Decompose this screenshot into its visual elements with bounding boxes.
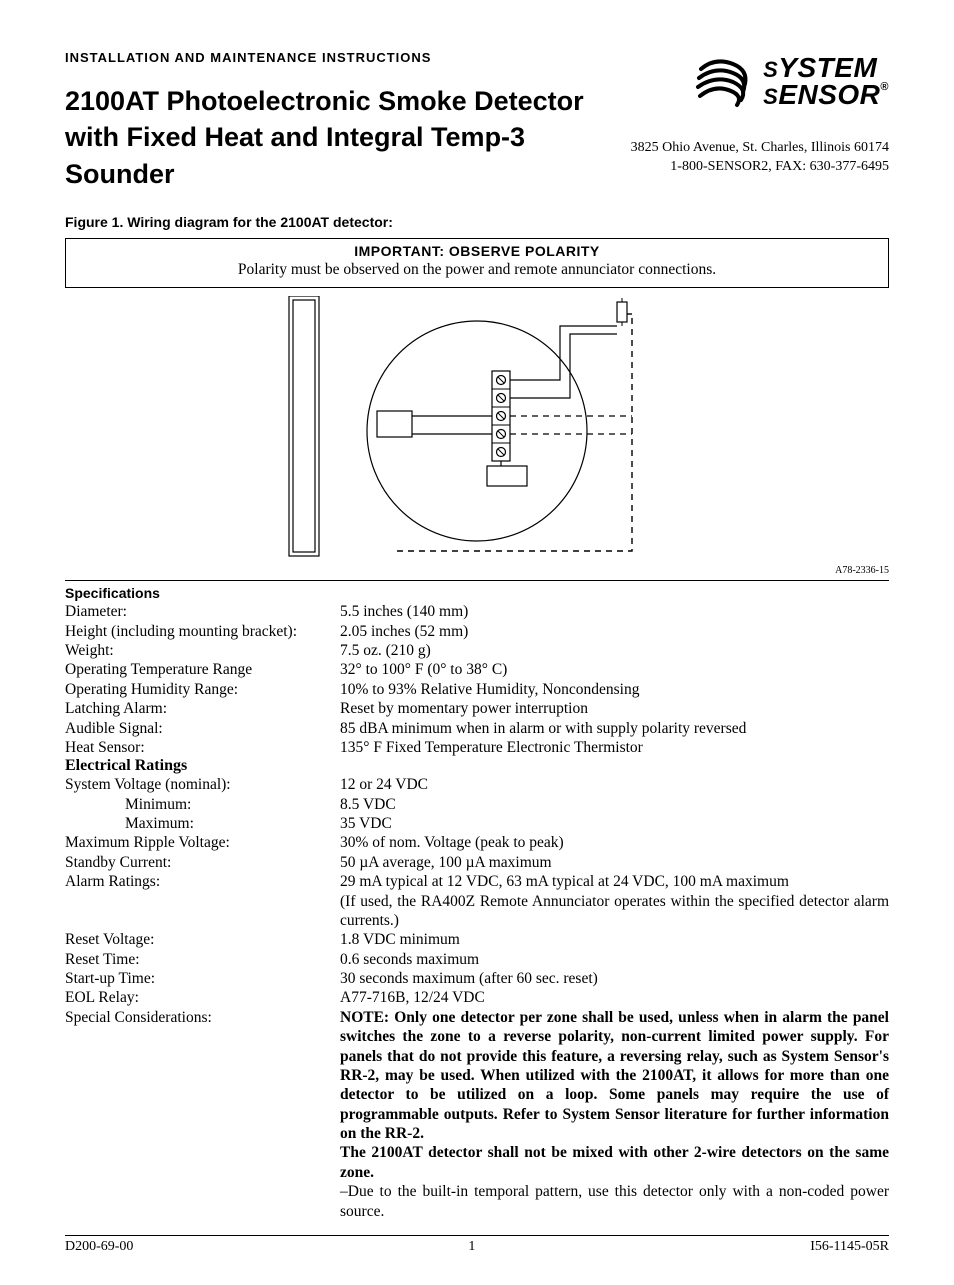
spec-label: Heat Sensor: <box>65 738 340 757</box>
spec-label: Weight: <box>65 641 340 660</box>
spec-row: Weight:7.5 oz. (210 g) <box>65 641 889 660</box>
special-note-2: The 2100AT detector shall not be mixed w… <box>340 1143 889 1182</box>
spec-value: 10% to 93% Relative Humidity, Noncondens… <box>340 680 889 699</box>
spec-row: Maximum Ripple Voltage:30% of nom. Volta… <box>65 833 889 852</box>
spec-label: Standby Current: <box>65 853 340 872</box>
spec-value: 32° to 100° F (0° to 38° C) <box>340 660 889 679</box>
spec-label: Reset Time: <box>65 950 340 969</box>
spec-value: 35 VDC <box>340 814 889 833</box>
address-line-1: 3825 Ohio Avenue, St. Charles, Illinois … <box>631 139 889 158</box>
spec-value: 2.05 inches (52 mm) <box>340 622 889 641</box>
special-considerations: Special Considerations: NOTE: Only one d… <box>65 1008 889 1221</box>
spec-row: Reset Time:0.6 seconds maximum <box>65 950 889 969</box>
spec-label: Operating Humidity Range: <box>65 680 340 699</box>
spec-row: Alarm Ratings:29 mA typical at 12 VDC, 6… <box>65 872 889 891</box>
spec-value: 50 µA average, 100 µA maximum <box>340 853 889 872</box>
wiring-diagram <box>65 296 889 561</box>
special-note-3: –Due to the built-in temporal pattern, u… <box>340 1182 889 1221</box>
spec-value: 1.8 VDC minimum <box>340 930 889 949</box>
spec-label: Maximum Ripple Voltage: <box>65 833 340 852</box>
spec-value: 30 seconds maximum (after 60 sec. reset) <box>340 969 889 988</box>
spec-label: Latching Alarm: <box>65 699 340 718</box>
spec-label: Height (including mounting bracket): <box>65 622 340 641</box>
spec-value: (If used, the RA400Z Remote Annunciator … <box>340 892 889 931</box>
spec-value: 5.5 inches (140 mm) <box>340 602 889 621</box>
spec-label: Diameter: <box>65 602 340 621</box>
spec-value: Reset by momentary power interruption <box>340 699 889 718</box>
spec-row: Reset Voltage:1.8 VDC minimum <box>65 930 889 949</box>
spec-label: Start-up Time: <box>65 969 340 988</box>
spec-table: Diameter:5.5 inches (140 mm)Height (incl… <box>65 602 889 757</box>
spec-label: Operating Temperature Range <box>65 660 340 679</box>
spec-row: Latching Alarm:Reset by momentary power … <box>65 699 889 718</box>
spec-row: Operating Temperature Range32° to 100° F… <box>65 660 889 679</box>
spec-label: Maximum: <box>65 814 340 833</box>
spec-row: Minimum:8.5 VDC <box>65 795 889 814</box>
special-note-1: NOTE: Only one detector per zone shall b… <box>340 1008 889 1144</box>
spec-value: 29 mA typical at 12 VDC, 63 mA typical a… <box>340 872 889 891</box>
spec-row: EOL Relay:A77-716B, 12/24 VDC <box>65 988 889 1007</box>
spec-heading: Specifications <box>65 585 889 601</box>
spec-value: 135° F Fixed Temperature Electronic Ther… <box>340 738 889 757</box>
spec-row: Maximum:35 VDC <box>65 814 889 833</box>
spec-row: (If used, the RA400Z Remote Annunciator … <box>65 892 889 931</box>
spec-value: A77-716B, 12/24 VDC <box>340 988 889 1007</box>
spec-row: Height (including mounting bracket):2.05… <box>65 622 889 641</box>
spec-label: Audible Signal: <box>65 719 340 738</box>
logo-text: SYSTEM SENSOR® <box>763 55 889 108</box>
footer-center: 1 <box>468 1239 475 1255</box>
spec-label: Minimum: <box>65 795 340 814</box>
polarity-title: IMPORTANT: OBSERVE POLARITY <box>76 243 878 259</box>
header-left: INSTALLATION AND MAINTENANCE INSTRUCTION… <box>65 50 631 192</box>
address-line-2: 1-800-SENSOR2, FAX: 630-377-6495 <box>631 158 889 177</box>
polarity-box: IMPORTANT: OBSERVE POLARITY Polarity mus… <box>65 238 889 288</box>
footer-left: D200-69-00 <box>65 1239 133 1255</box>
spec-row: System Voltage (nominal):12 or 24 VDC <box>65 775 889 794</box>
footer-right: I56-1145-05R <box>810 1239 889 1255</box>
divider <box>65 580 889 581</box>
pre-title: INSTALLATION AND MAINTENANCE INSTRUCTION… <box>65 50 631 65</box>
spec-label: Alarm Ratings: <box>65 872 340 891</box>
figure-caption: Figure 1. Wiring diagram for the 2100AT … <box>65 214 889 230</box>
main-title: 2100AT Photoelectronic Smoke Detector wi… <box>65 83 631 192</box>
spec-label: EOL Relay: <box>65 988 340 1007</box>
spec-row: Diameter:5.5 inches (140 mm) <box>65 602 889 621</box>
header-right: SYSTEM SENSOR® 3825 Ohio Avenue, St. Cha… <box>631 50 889 177</box>
spec-row: Start-up Time:30 seconds maximum (after … <box>65 969 889 988</box>
elec-spec-table: System Voltage (nominal):12 or 24 VDCMin… <box>65 775 889 1008</box>
spec-label: System Voltage (nominal): <box>65 775 340 794</box>
special-label: Special Considerations: <box>65 1008 340 1144</box>
polarity-sub: Polarity must be observed on the power a… <box>76 261 878 279</box>
logo: SYSTEM SENSOR® <box>631 54 889 109</box>
spec-row: Operating Humidity Range:10% to 93% Rela… <box>65 680 889 699</box>
spec-label <box>65 892 340 931</box>
logo-swirl-icon <box>693 54 753 109</box>
spec-label: Reset Voltage: <box>65 930 340 949</box>
diagram-code: A78-2336-15 <box>65 565 889 576</box>
spec-row: Standby Current:50 µA average, 100 µA ma… <box>65 853 889 872</box>
elec-heading: Electrical Ratings <box>65 757 340 775</box>
spec-value: 85 dBA minimum when in alarm or with sup… <box>340 719 889 738</box>
spec-value: 7.5 oz. (210 g) <box>340 641 889 660</box>
spec-row: Audible Signal:85 dBA minimum when in al… <box>65 719 889 738</box>
header: INSTALLATION AND MAINTENANCE INSTRUCTION… <box>65 50 889 192</box>
spec-value: 12 or 24 VDC <box>340 775 889 794</box>
spec-value: 0.6 seconds maximum <box>340 950 889 969</box>
spec-value: 30% of nom. Voltage (peak to peak) <box>340 833 889 852</box>
spec-row: Heat Sensor:135° F Fixed Temperature Ele… <box>65 738 889 757</box>
footer: D200-69-00 1 I56-1145-05R <box>65 1235 889 1255</box>
spec-value: 8.5 VDC <box>340 795 889 814</box>
